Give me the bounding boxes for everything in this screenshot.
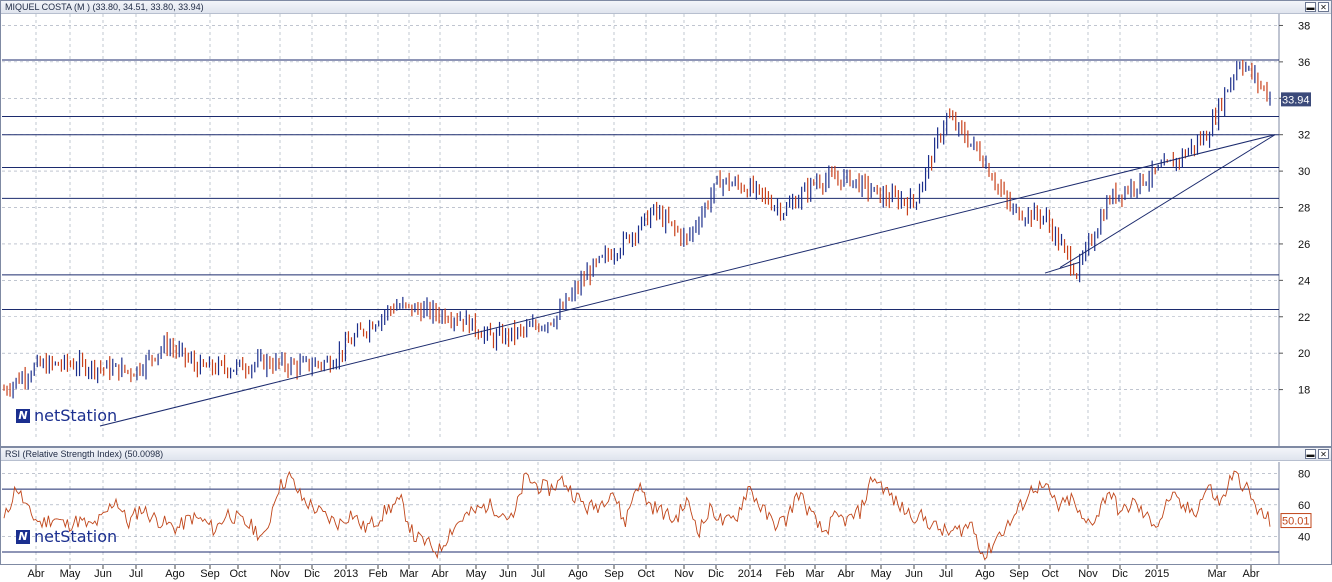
x-tick-label: Abr: [837, 568, 854, 580]
rsi-chart: 40 60 80 50.01: [2, 462, 1312, 565]
x-tick-label: Sep: [604, 568, 624, 580]
x-tick-label: Jun: [94, 568, 112, 580]
price-tick-label: 32: [1298, 130, 1310, 142]
price-tick-label: 36: [1298, 57, 1310, 69]
x-tick-label: 2015: [1145, 568, 1169, 580]
x-tick-label: Oct: [1041, 568, 1058, 580]
x-tick-label: Abr: [27, 568, 44, 580]
short-trendline: [1044, 261, 1081, 274]
axis-background: [0, 565, 1332, 582]
minimize-icon[interactable]: ▬: [1305, 449, 1316, 459]
logo-label: netStation: [34, 527, 118, 546]
x-tick-label: Jul: [129, 568, 143, 580]
x-tick-label: Jun: [905, 568, 923, 580]
x-tick-label: Dic: [708, 568, 724, 580]
x-tick-label: Nov: [270, 568, 290, 580]
x-tick-label: Mar: [1208, 568, 1227, 580]
x-tick-label: Oct: [229, 568, 246, 580]
netstation-logo-icon: N: [16, 529, 30, 544]
minimize-icon[interactable]: ▬: [1305, 2, 1316, 12]
rsi-chart-panel: RSI (Relative Strength Index) (50.0098) …: [0, 447, 1332, 565]
close-icon[interactable]: ✕: [1318, 2, 1329, 12]
x-tick-label: Jul: [531, 568, 545, 580]
x-tick-label: Feb: [369, 568, 388, 580]
rsi-tick-label: 40: [1298, 531, 1310, 543]
price-tick-label: 30: [1298, 166, 1310, 178]
time-axis: Abr May Jun Jul Ago Sep Oct Nov Dic 2013 Feb Mar Abr…: [0, 565, 1332, 582]
last-price-label: 33.94: [1282, 94, 1310, 106]
x-tick-label: Ago: [165, 568, 185, 580]
price-chart-panel: MIQUEL COSTA (M ) (33.80, 34.51, 33.80, …: [0, 0, 1332, 447]
price-panel-title: MIQUEL COSTA (M ) (33.80, 34.51, 33.80, …: [1, 1, 1331, 14]
x-tick-label: May: [466, 568, 487, 580]
rising-trendline: [1059, 134, 1276, 269]
rsi-tick-label: 60: [1298, 500, 1310, 512]
x-tick-label: Ago: [975, 568, 995, 580]
price-chart: 182022242628303234363833.94: [2, 14, 1311, 446]
netstation-logo-icon: N: [16, 408, 30, 423]
price-tick-label: 26: [1298, 239, 1310, 251]
x-tick-label: May: [60, 568, 81, 580]
price-tick-label: 20: [1298, 348, 1310, 360]
logo-label: netStation: [34, 406, 118, 425]
x-tick-label: Dic: [304, 568, 320, 580]
x-tick-label: Sep: [200, 568, 220, 580]
last-price-badge: [1281, 92, 1311, 107]
x-tick-label: Abr: [431, 568, 448, 580]
price-tick-label: 28: [1298, 203, 1310, 215]
x-tick-label: Mar: [806, 568, 825, 580]
x-tick-label: Abr: [1242, 568, 1259, 580]
x-tick-label: Oct: [637, 568, 654, 580]
last-rsi-label: 50.01: [1282, 516, 1310, 528]
x-tick-label: 2014: [738, 568, 762, 580]
x-tick-label: Mar: [400, 568, 419, 580]
x-tick-label: Dic: [1112, 568, 1128, 580]
x-tick-label: Jun: [499, 568, 517, 580]
x-tick-label: Sep: [1009, 568, 1029, 580]
x-tick-label: Ago: [568, 568, 588, 580]
close-icon[interactable]: ✕: [1318, 449, 1329, 459]
x-tick-label: Jul: [939, 568, 953, 580]
rsi-tick-label: 80: [1298, 468, 1310, 480]
price-tick-label: 38: [1298, 20, 1310, 32]
last-rsi-badge: [1280, 513, 1312, 529]
x-tick-label: May: [871, 568, 892, 580]
price-tick-label: 24: [1298, 275, 1310, 287]
x-tick-label: Nov: [1078, 568, 1098, 580]
price-tick-label: 18: [1298, 385, 1310, 397]
x-tick-label: Feb: [776, 568, 795, 580]
x-tick-label: Nov: [674, 568, 694, 580]
rsi-line: [3, 470, 1271, 561]
long-trendline: [99, 134, 1276, 427]
price-logo: N netStation: [16, 406, 117, 425]
x-tick-label: 2013: [334, 568, 358, 580]
rsi-logo: N netStation: [16, 527, 117, 546]
rsi-panel-title: RSI (Relative Strength Index) (50.0098): [1, 448, 1331, 461]
price-tick-label: 22: [1298, 312, 1310, 324]
